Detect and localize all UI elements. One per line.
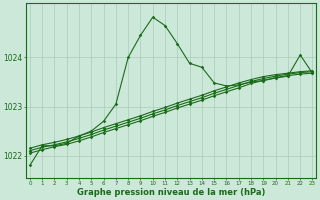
X-axis label: Graphe pression niveau de la mer (hPa): Graphe pression niveau de la mer (hPa) [77,188,265,197]
